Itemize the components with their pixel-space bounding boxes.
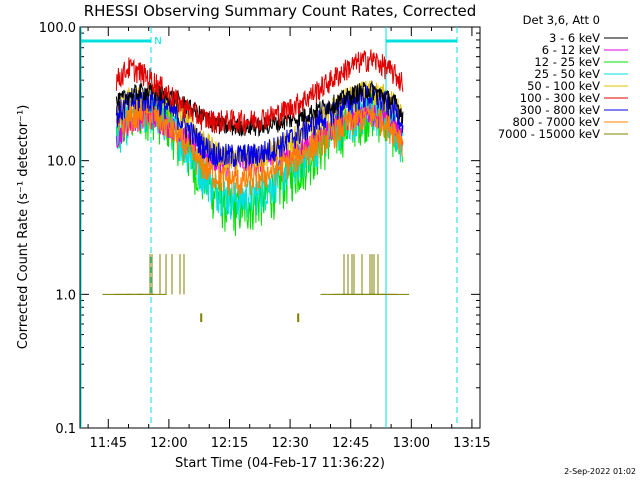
legend-label: 25 - 50 keV bbox=[534, 67, 600, 81]
legend-title: Det 3,6, Att 0 bbox=[523, 13, 600, 27]
legend-label: 6 - 12 keV bbox=[542, 43, 600, 57]
plot-frame bbox=[79, 26, 481, 429]
chart-title: RHESSI Observing Summary Count Rates, Co… bbox=[84, 2, 477, 20]
x-tick-label: 13:15 bbox=[453, 436, 490, 451]
legend-label: 100 - 300 keV bbox=[520, 91, 600, 105]
plot-area: 11:45 12:00 12:15 12:30 12:45 13:00 13:15 0.1 1.… bbox=[39, 21, 491, 451]
legend-label: 3 - 6 keV bbox=[549, 31, 600, 45]
y-tick-label: 10.0 bbox=[47, 155, 76, 170]
y-tick-label: 0.1 bbox=[55, 422, 76, 437]
legend-label: 800 - 7000 keV bbox=[512, 115, 600, 129]
y-tick-label: 100.0 bbox=[39, 21, 76, 36]
legend-label: 50 - 100 keV bbox=[527, 79, 600, 93]
x-tick-label: 12:00 bbox=[150, 436, 187, 451]
legend-label: 12 - 25 keV bbox=[534, 55, 600, 69]
x-axis-label: Start Time (04-Feb-17 11:36:22) bbox=[175, 456, 385, 471]
y-axis-label: Corrected Count Rate (s⁻¹ detector⁻¹) bbox=[16, 105, 31, 350]
x-tick-label: 11:45 bbox=[90, 436, 127, 451]
legend-label: 7000 - 15000 keV bbox=[498, 127, 600, 141]
x-tick-label: 13:00 bbox=[393, 436, 430, 451]
x-tick-label: 12:45 bbox=[332, 436, 369, 451]
x-tick-label: 12:15 bbox=[211, 436, 248, 451]
night-marker-label: N bbox=[154, 36, 161, 47]
legend-label: 300 - 800 keV bbox=[520, 103, 600, 117]
y-tick-label: 1.0 bbox=[55, 288, 76, 303]
series-line-300-800-kev bbox=[115, 83, 404, 169]
x-tick-label: 12:30 bbox=[271, 436, 308, 451]
footer-date: 2-Sep-2022 01:02 bbox=[564, 467, 636, 476]
series-line-100-300-kev bbox=[115, 49, 404, 135]
series-line-800-7000-kev bbox=[115, 98, 403, 197]
